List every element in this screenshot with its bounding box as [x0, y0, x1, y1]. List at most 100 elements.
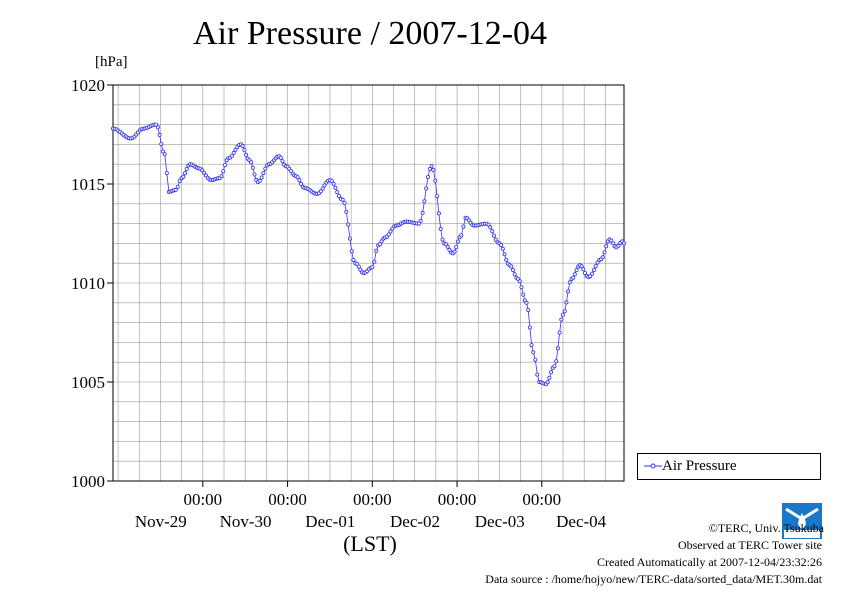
data-point	[388, 229, 393, 234]
y-tick-label: 1010	[71, 274, 105, 293]
data-point	[609, 238, 614, 243]
data-point	[490, 229, 495, 234]
data-point	[459, 233, 464, 238]
x-tick-date-label: Dec-02	[390, 512, 440, 531]
data-point	[519, 285, 524, 290]
data-point	[162, 152, 167, 157]
data-point	[155, 125, 160, 130]
data-point	[579, 264, 584, 269]
data-point	[242, 147, 247, 152]
data-point	[547, 375, 552, 380]
legend-label: Air Pressure	[662, 458, 737, 474]
data-point	[509, 264, 514, 269]
data-point	[231, 150, 236, 155]
data-point	[243, 152, 248, 157]
data-point	[349, 249, 354, 254]
data-point	[377, 242, 382, 247]
data-point	[445, 244, 450, 249]
data-point	[252, 172, 257, 177]
data-point	[342, 200, 347, 205]
data-point	[222, 163, 227, 168]
x-tick-time-label: 00:00	[438, 490, 477, 509]
data-point	[526, 307, 531, 312]
data-point	[564, 300, 569, 305]
data-point	[335, 190, 340, 195]
data-point	[510, 267, 515, 272]
data-point	[590, 271, 595, 276]
y-tick-label: 1015	[71, 175, 105, 194]
data-point	[461, 224, 466, 229]
data-point	[572, 272, 577, 277]
data-point	[549, 370, 554, 375]
data-point	[374, 248, 379, 253]
data-point	[351, 258, 356, 263]
x-tick-time-label: 00:00	[522, 490, 561, 509]
data-point	[250, 165, 255, 170]
data-point	[491, 233, 496, 238]
x-tick-time-label: 00:00	[268, 490, 307, 509]
data-point	[344, 209, 349, 214]
data-point	[386, 232, 391, 237]
data-point	[559, 317, 564, 322]
data-point	[583, 270, 588, 275]
data-point	[233, 147, 238, 152]
data-point	[175, 184, 180, 189]
data-point	[336, 194, 341, 199]
data-point	[263, 166, 268, 171]
data-point	[438, 226, 443, 231]
x-tick-time-label: 00:00	[183, 490, 222, 509]
chart-title: Air Pressure / 2007-12-04	[192, 15, 548, 52]
x-tick-date-label: Nov-29	[135, 512, 187, 531]
data-point	[493, 237, 498, 242]
data-point	[322, 183, 327, 188]
data-point	[504, 257, 509, 262]
data-point	[529, 343, 534, 348]
data-point	[427, 166, 432, 171]
data-point	[562, 309, 567, 314]
data-point	[574, 267, 579, 272]
data-point	[433, 178, 438, 183]
data-point	[219, 174, 224, 179]
data-point	[600, 255, 605, 260]
data-point	[259, 175, 264, 180]
data-point	[331, 181, 336, 186]
x-tick-date-label: Nov-30	[220, 512, 272, 531]
data-point	[372, 259, 377, 264]
data-point	[602, 250, 607, 255]
data-point	[622, 241, 627, 246]
x-axis-label: (LST)	[343, 531, 397, 556]
data-point	[593, 264, 598, 269]
x-tick-date-label: Dec-04	[556, 512, 607, 531]
data-point	[488, 225, 493, 230]
data-point	[455, 239, 460, 244]
y-tick-label: 1005	[71, 373, 105, 392]
data-point	[454, 245, 459, 250]
footer-created: Created Automatically at 2007-12-04/23:3…	[597, 555, 822, 569]
data-point	[524, 300, 529, 305]
data-point	[240, 143, 245, 148]
data-point	[499, 242, 504, 247]
data-point	[347, 236, 352, 241]
data-point	[346, 222, 351, 227]
data-point	[157, 132, 162, 137]
data-point	[555, 346, 560, 351]
data-point	[249, 160, 254, 165]
x-tick-date-label: Dec-01	[305, 512, 355, 531]
data-point	[329, 178, 334, 183]
data-point	[420, 210, 425, 215]
y-tick-label: 1000	[71, 472, 105, 491]
data-point	[581, 267, 586, 272]
data-point	[318, 189, 323, 194]
data-point	[356, 264, 361, 269]
data-point	[164, 171, 169, 176]
data-point	[611, 241, 616, 246]
data-point	[181, 174, 186, 179]
data-point	[436, 211, 441, 216]
data-point	[425, 174, 430, 179]
data-point	[512, 272, 517, 277]
data-point	[502, 252, 507, 257]
data-point	[160, 149, 165, 154]
x-tick-date-label: Dec-03	[475, 512, 525, 531]
data-point	[320, 186, 325, 191]
